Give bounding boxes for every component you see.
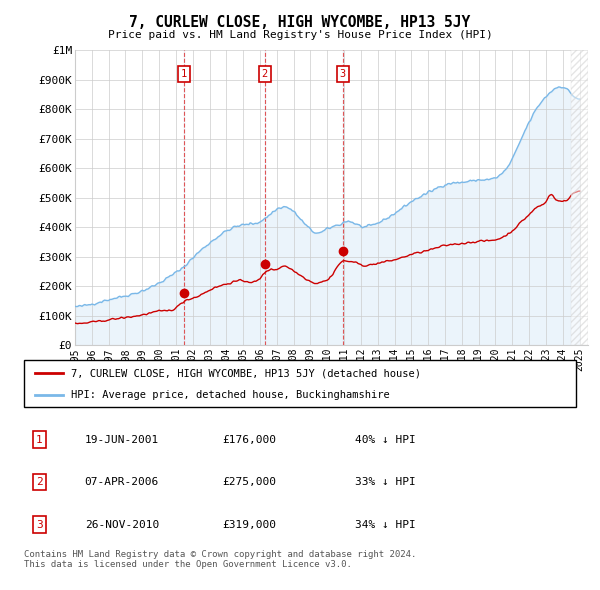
Text: £319,000: £319,000 — [223, 520, 277, 529]
Text: £176,000: £176,000 — [223, 435, 277, 444]
Text: 3: 3 — [340, 69, 346, 78]
Text: 2: 2 — [262, 69, 268, 78]
Text: 19-JUN-2001: 19-JUN-2001 — [85, 435, 159, 444]
Text: 07-APR-2006: 07-APR-2006 — [85, 477, 159, 487]
Text: Contains HM Land Registry data © Crown copyright and database right 2024.
This d: Contains HM Land Registry data © Crown c… — [24, 550, 416, 569]
Text: 1: 1 — [36, 435, 43, 444]
Text: 40% ↓ HPI: 40% ↓ HPI — [355, 435, 416, 444]
Text: 7, CURLEW CLOSE, HIGH WYCOMBE, HP13 5JY (detached house): 7, CURLEW CLOSE, HIGH WYCOMBE, HP13 5JY … — [71, 368, 421, 378]
Text: 26-NOV-2010: 26-NOV-2010 — [85, 520, 159, 529]
Text: 34% ↓ HPI: 34% ↓ HPI — [355, 520, 416, 529]
Text: 2: 2 — [36, 477, 43, 487]
Text: 3: 3 — [36, 520, 43, 529]
Text: 33% ↓ HPI: 33% ↓ HPI — [355, 477, 416, 487]
Text: 7, CURLEW CLOSE, HIGH WYCOMBE, HP13 5JY: 7, CURLEW CLOSE, HIGH WYCOMBE, HP13 5JY — [130, 15, 470, 30]
FancyBboxPatch shape — [24, 360, 576, 407]
Text: £275,000: £275,000 — [223, 477, 277, 487]
Text: 1: 1 — [181, 69, 187, 78]
Text: Price paid vs. HM Land Registry's House Price Index (HPI): Price paid vs. HM Land Registry's House … — [107, 30, 493, 40]
Text: HPI: Average price, detached house, Buckinghamshire: HPI: Average price, detached house, Buck… — [71, 390, 389, 400]
